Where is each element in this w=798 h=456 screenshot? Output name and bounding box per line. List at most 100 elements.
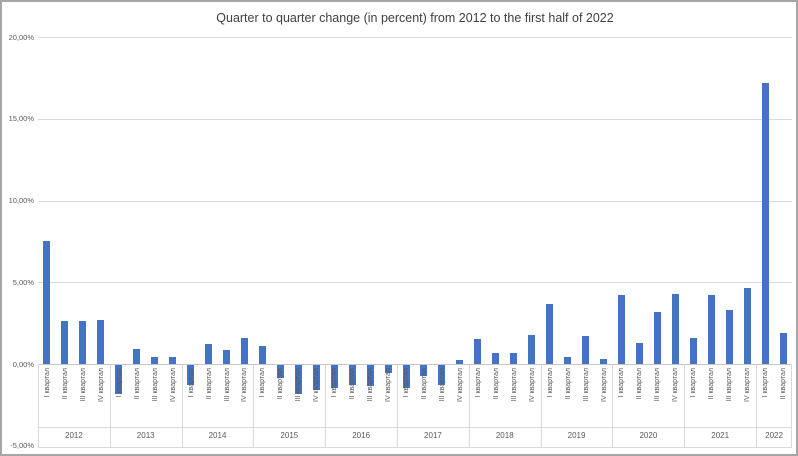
year-group-divider [791, 364, 792, 447]
ytick-label-0pct: 0,00% [12, 359, 34, 369]
xlabel-2019-q1: I квартал [546, 368, 554, 398]
bar-2020-q1 [617, 295, 625, 364]
bar-2016-q4 [384, 365, 392, 374]
bar-2014-q4 [240, 337, 248, 364]
bar-2015-q2 [276, 365, 284, 379]
bar-2021-q2 [707, 295, 715, 364]
bar-2019-q4 [600, 359, 607, 364]
xlabel-2016-q3: III квартал [367, 368, 375, 402]
bar-2014-q3 [223, 350, 230, 364]
xlabel-2019-q3: III квартал [582, 368, 590, 402]
bar-2018-q4 [528, 335, 536, 364]
year-group-divider [684, 364, 686, 447]
bar-2012-q1 [43, 241, 51, 364]
year-label-2014: 2014 [208, 431, 227, 440]
x-axis-line [38, 364, 792, 365]
bar-2019-q3 [582, 336, 590, 364]
xlabel-2015-q4: IV квартал [313, 368, 321, 402]
year-group-divider [540, 364, 542, 447]
xlabel-2012-q3: III квартал [79, 368, 87, 402]
xlabel-2014-q4: IV квартал [241, 368, 249, 402]
year-group-divider [325, 364, 327, 447]
gridline-15pct [38, 118, 792, 120]
year-label-2022: 2022 [765, 431, 783, 440]
year-label-2021: 2021 [711, 431, 730, 440]
year-group-divider [756, 364, 758, 447]
year-label-2012: 2012 [65, 431, 83, 440]
gridline-5pct [38, 282, 792, 284]
xlabel-2016-q2: II квартал [349, 368, 357, 400]
xlabel-2012-q1: I квартал [43, 368, 51, 398]
chart-title: Quarter to quarter change (in percent) f… [216, 11, 614, 25]
bar-2017-q2 [420, 365, 428, 376]
bar-2015-q3 [294, 365, 302, 395]
xlabel-2017-q1: I квартал [403, 368, 411, 398]
xlabel-2021-q3: III квартал [726, 368, 734, 402]
year-group-divider [109, 364, 111, 447]
xlabel-2018-q3: III квартал [510, 368, 518, 402]
ytick-label-20pct: 20,00% [8, 32, 34, 42]
year-label-2020: 2020 [639, 431, 658, 440]
bar-2020-q3 [653, 311, 661, 364]
xlabel-2017-q2: II квартал [420, 368, 428, 400]
xlabel-2020-q1: I квартал [618, 368, 626, 398]
xlabel-2014-q1: I квартал [187, 368, 195, 398]
ytick-label--5pct: -5,00% [10, 441, 34, 451]
bar-2017-q1 [402, 365, 410, 388]
year-group-divider [612, 364, 614, 447]
xlabel-2013-q2: II квартал [133, 368, 141, 400]
xlabel-2014-q3: III квартал [223, 368, 231, 402]
xlabel-2019-q2: II квартал [564, 368, 572, 400]
year-group-divider [397, 364, 399, 447]
xlabel-2022-q1: I квартал [762, 368, 770, 398]
xlabel-2018-q1: I квартал [474, 368, 482, 398]
year-group-divider [468, 364, 470, 447]
xlabel-2016-q4: IV квартал [385, 368, 393, 402]
xlabel-2020-q2: II квартал [636, 368, 644, 400]
xlabel-2012-q4: IV квартал [97, 368, 105, 402]
xlabel-2019-q4: IV квартал [600, 368, 608, 402]
xlabel-2017-q4: IV квартал [456, 368, 464, 402]
bar-2016-q1 [330, 365, 338, 388]
xlabel-2021-q1: I квартал [690, 368, 698, 398]
gridline-10pct [38, 200, 792, 202]
xlabel-2013-q1: I квартал [115, 368, 123, 398]
bar-2022-q2 [779, 332, 787, 364]
bar-2021-q3 [725, 310, 733, 364]
xlabel-2012-q2: II квартал [61, 368, 69, 400]
year-label-2015: 2015 [280, 431, 299, 440]
bar-2021-q1 [689, 337, 697, 364]
year-label-band-line [38, 447, 792, 448]
bar-2014-q2 [205, 343, 213, 364]
xlabel-2018-q4: IV квартал [528, 368, 536, 402]
bar-2019-q2 [564, 357, 572, 364]
xlabel-2013-q3: III квартал [151, 368, 159, 402]
bar-2017-q4 [456, 359, 464, 364]
bar-2012-q3 [79, 320, 87, 364]
xlabel-2013-q4: IV квартал [169, 368, 177, 402]
xlabel-2015-q2: II квартал [277, 368, 285, 400]
bar-2015-q1 [258, 346, 266, 364]
bar-2013-q4 [169, 357, 177, 364]
year-group-divider [253, 364, 255, 447]
year-group-divider [38, 364, 39, 447]
bar-2016-q3 [366, 365, 374, 387]
xlabel-2020-q4: IV квартал [672, 368, 680, 402]
bar-2015-q4 [312, 365, 320, 390]
bar-2017-q3 [438, 365, 446, 385]
quarter-label-band-line [38, 427, 792, 428]
xlabel-2021-q2: II квартал [708, 368, 716, 400]
xlabel-2020-q3: III квартал [654, 368, 662, 402]
bar-2013-q1 [115, 365, 123, 395]
year-label-2019: 2019 [567, 431, 586, 440]
gridline-20pct [38, 37, 792, 38]
bar-2012-q2 [61, 320, 69, 364]
bar-2014-q1 [187, 365, 195, 385]
bar-2018-q3 [510, 353, 518, 364]
bar-2013-q3 [151, 356, 159, 364]
xlabel-2015-q3: III квартал [295, 368, 303, 402]
xlabel-2017-q3: III квартал [438, 368, 446, 402]
ytick-label-5pct: 5,00% [12, 277, 34, 287]
ytick-label-15pct: 15,00% [8, 114, 34, 124]
bar-2018-q2 [492, 352, 500, 364]
